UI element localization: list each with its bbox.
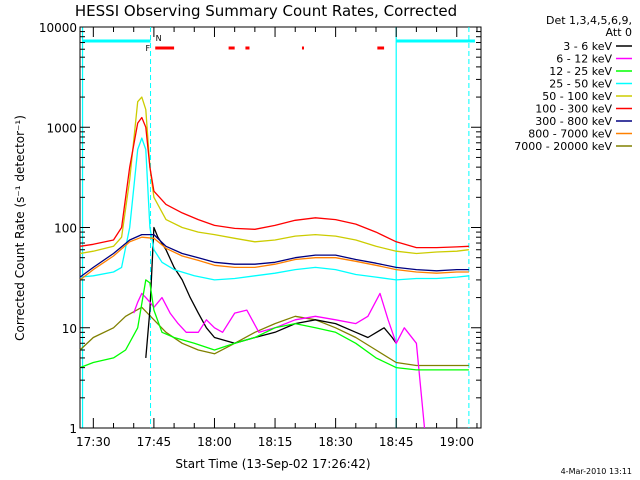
series-line [79,236,469,281]
x-tick-label: 18:00 [197,435,232,449]
series-line [79,137,469,281]
footer-date: 4-Mar-2010 13:11 [561,467,632,476]
plot-frame [79,26,482,429]
legend-label: 3 - 6 keV [563,40,612,53]
y-tick-label: 100 [54,222,77,236]
legend-label: 25 - 50 keV [549,78,612,91]
legend-label: 6 - 12 keV [556,53,612,66]
y-tick-label: 10000 [39,21,77,35]
x-axis: 17:30 17:45 18:00 18:15 18:30 18:45 19:00 [76,27,478,449]
series-line [79,96,469,255]
y-tick-label: 1000 [46,121,77,135]
legend-label: 100 - 300 keV [535,103,612,116]
flare-flag-label: F [146,44,151,53]
legend-header-attenuator: Att 0 [606,26,632,39]
legend-label: 300 - 800 keV [535,115,612,128]
y-tick-label: 10 [62,322,77,336]
x-tick-label: 18:30 [318,435,353,449]
legend-label: 800 - 7000 keV [528,128,612,141]
legend-label: 7000 - 20000 keV [514,140,612,153]
chart-title: HESSI Observing Summary Count Rates, Cor… [75,2,457,20]
x-tick-label: 18:15 [258,435,293,449]
x-tick-label: 17:45 [137,435,172,449]
legend-label: 50 - 100 keV [542,90,612,103]
night-flag-label: N [156,34,162,43]
series-line [145,226,397,358]
y-axis: 1 10 100 1000 10000 [39,21,481,436]
y-tick-label: 1 [69,422,77,436]
series-line [79,279,469,371]
legend-label: 12 - 25 keV [549,65,612,78]
x-tick-label: 17:30 [76,435,111,449]
series-line [133,292,426,429]
x-tick-label: 19:00 [439,435,474,449]
y-axis-label: Corrected Count Rate (s⁻¹ detector⁻¹) [13,115,27,341]
series-line [79,233,469,278]
plot-area: FN [79,26,482,429]
legend-header-detectors: Det 1,3,4,5,6,9, [546,14,632,27]
x-axis-label: Start Time (13-Sep-02 17:26:42) [175,457,370,471]
series-line [79,116,469,249]
x-tick-label: 18:45 [379,435,414,449]
